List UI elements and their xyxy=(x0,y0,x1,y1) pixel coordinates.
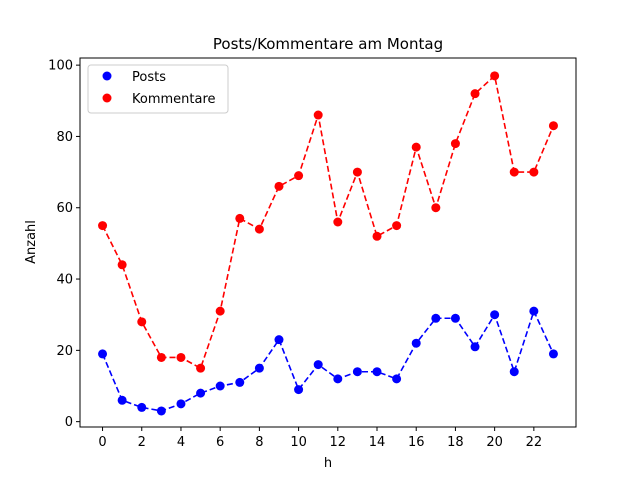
data-point-posts xyxy=(529,306,539,316)
x-tick-label: 18 xyxy=(447,435,464,450)
data-point-posts xyxy=(98,349,108,359)
legend-marker-kommentare xyxy=(102,93,112,103)
data-point-kommentare xyxy=(333,217,343,227)
data-point-kommentare xyxy=(470,89,480,99)
data-point-kommentare xyxy=(235,213,245,223)
y-tick-label: 40 xyxy=(56,273,73,288)
data-point-posts xyxy=(372,367,382,377)
data-point-kommentare xyxy=(98,221,108,231)
data-point-posts xyxy=(117,395,127,405)
data-point-posts xyxy=(313,360,323,370)
data-point-posts xyxy=(137,402,147,412)
data-point-posts xyxy=(156,406,166,416)
data-point-posts xyxy=(490,310,500,320)
data-point-kommentare xyxy=(431,203,441,213)
data-point-posts xyxy=(235,377,245,387)
data-point-kommentare xyxy=(509,167,519,177)
x-tick-label: 8 xyxy=(255,435,263,450)
plot-frame xyxy=(79,57,577,428)
y-axis-ticks: 0 20 40 60 80 100 xyxy=(48,59,80,430)
data-point-kommentare xyxy=(274,181,284,191)
data-point-posts xyxy=(548,349,558,359)
data-point-kommentare xyxy=(450,139,460,149)
chart-title: Posts/Kommentare am Montag xyxy=(213,35,443,53)
data-point-kommentare xyxy=(137,317,147,327)
data-point-posts xyxy=(274,335,284,345)
y-tick-label: 80 xyxy=(56,130,73,145)
data-point-kommentare xyxy=(392,221,402,231)
legend-label-posts: Posts xyxy=(132,70,166,85)
legend: Posts Kommentare xyxy=(87,64,229,114)
y-tick-label: 20 xyxy=(56,344,73,359)
x-tick-label: 22 xyxy=(526,435,543,450)
data-point-posts xyxy=(176,399,186,409)
data-point-posts xyxy=(509,367,519,377)
data-point-posts xyxy=(333,374,343,384)
data-point-posts xyxy=(215,381,225,391)
data-point-kommentare xyxy=(294,171,304,181)
x-tick-label: 16 xyxy=(408,435,425,450)
x-tick-label: 12 xyxy=(330,435,347,450)
x-tick-label: 10 xyxy=(290,435,307,450)
data-point-posts xyxy=(294,385,304,395)
x-axis-ticks: 0 2 4 6 8 10 12 14 16 18 20 22 xyxy=(98,427,542,450)
legend-box xyxy=(87,64,229,114)
x-tick-label: 14 xyxy=(369,435,386,450)
data-point-posts xyxy=(470,342,480,352)
data-point-posts xyxy=(392,374,402,384)
data-point-kommentare xyxy=(313,110,323,120)
x-tick-label: 6 xyxy=(216,435,224,450)
y-tick-label: 60 xyxy=(56,201,73,216)
y-tick-label: 100 xyxy=(48,59,73,74)
data-point-kommentare xyxy=(156,352,166,362)
data-point-kommentare xyxy=(215,306,225,316)
legend-label-kommentare: Kommentare xyxy=(132,92,216,107)
data-point-posts xyxy=(352,367,362,377)
data-point-posts xyxy=(411,338,421,348)
data-point-kommentare xyxy=(548,121,558,131)
x-tick-label: 4 xyxy=(177,435,185,450)
data-point-kommentare xyxy=(196,363,206,373)
data-point-kommentare xyxy=(176,352,186,362)
data-point-posts xyxy=(431,313,441,323)
y-axis-title: Anzahl xyxy=(24,220,39,264)
data-point-posts xyxy=(450,313,460,323)
data-point-kommentare xyxy=(529,167,539,177)
data-point-kommentare xyxy=(254,224,264,234)
series-layer xyxy=(98,71,558,416)
x-tick-label: 20 xyxy=(486,435,503,450)
data-point-posts xyxy=(254,363,264,373)
data-point-kommentare xyxy=(372,231,382,241)
x-tick-label: 2 xyxy=(138,435,146,450)
data-point-kommentare xyxy=(490,71,500,81)
x-tick-label: 0 xyxy=(98,435,106,450)
data-point-kommentare xyxy=(117,260,127,270)
data-point-kommentare xyxy=(411,142,421,152)
y-tick-label: 0 xyxy=(65,415,73,430)
data-point-kommentare xyxy=(352,167,362,177)
legend-marker-posts xyxy=(102,71,112,81)
data-point-posts xyxy=(196,388,206,398)
x-axis-title: h xyxy=(324,456,332,471)
